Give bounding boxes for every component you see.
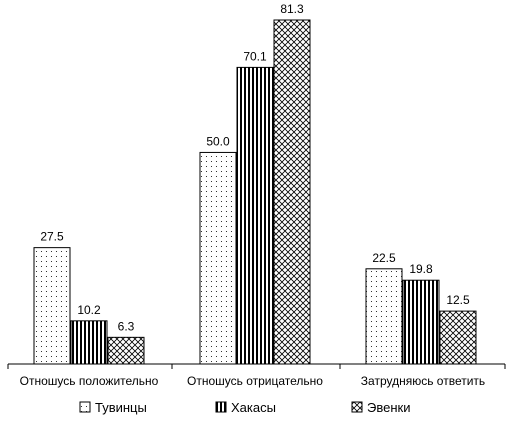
value-label-s0-c1: 50.0 [206, 134, 230, 148]
legend-label-1: Хакасы [231, 400, 276, 415]
x-axis-labels: Отношусь положительно Отношусь отрицатель… [20, 374, 486, 388]
x-label-2: Затрудняюсь ответить [361, 374, 485, 388]
legend-label-0: Тувинцы [95, 400, 147, 415]
value-label-s2-c1: 81.3 [280, 2, 304, 16]
bar-s1-c0 [70, 320, 108, 365]
bar-s2-c0 [107, 336, 145, 365]
bar-s2-c2 [439, 310, 477, 365]
legend-label-2: Эвенки [367, 400, 410, 415]
legend-swatch-2 [351, 401, 363, 413]
legend-swatch-0 [79, 401, 91, 413]
bar-s0-c0 [33, 247, 71, 365]
value-label-s2-c0: 6.3 [118, 319, 135, 333]
value-label-layer: 27.5 50.0 22.5 10.2 70.1 19.8 6.3 81.3 12.5 [40, 2, 470, 333]
bar-s2-c1 [273, 19, 311, 365]
x-axis-ticks [7, 364, 506, 369]
bar-s1-c1 [236, 66, 274, 365]
value-label-s1-c0: 10.2 [77, 303, 101, 317]
legend-swatch-1 [215, 401, 227, 413]
legend: Тувинцы Хакасы Эвенки [79, 400, 410, 415]
bar-s0-c2 [365, 268, 403, 365]
x-label-0: Отношусь положительно [20, 374, 159, 388]
bar-layer [33, 19, 477, 365]
value-label-s0-c0: 27.5 [40, 230, 64, 244]
value-label-s2-c2: 12.5 [446, 293, 470, 307]
value-label-s0-c2: 22.5 [372, 251, 396, 265]
value-label-s1-c1: 70.1 [243, 49, 267, 63]
x-label-1: Отношусь отрицательно [187, 374, 323, 388]
bar-s0-c1 [199, 151, 237, 365]
value-label-s1-c2: 19.8 [409, 262, 433, 276]
bar-s1-c2 [402, 279, 440, 365]
